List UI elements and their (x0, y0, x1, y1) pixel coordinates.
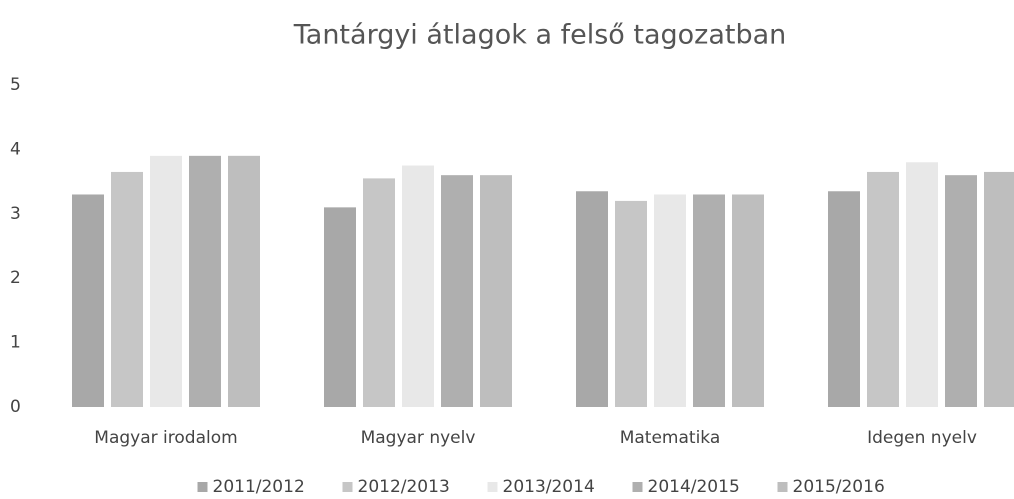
legend-swatch (487, 482, 498, 492)
bar (111, 171, 143, 407)
bar (576, 191, 608, 407)
y-tick-label: 0 (10, 397, 21, 417)
bar (363, 178, 395, 407)
bar (828, 191, 860, 407)
bar (228, 155, 260, 407)
y-tick-label: 3 (10, 204, 21, 224)
x-tick-label: Idegen nyelv (867, 428, 977, 448)
x-tick-label: Magyar nyelv (361, 428, 476, 448)
bar (732, 194, 764, 407)
y-tick-label: 1 (10, 333, 21, 353)
bar (150, 155, 182, 407)
legend-label: 2013/2014 (503, 477, 595, 497)
x-tick-label: Matematika (620, 428, 721, 448)
bar (693, 194, 725, 407)
legend-label: 2014/2015 (648, 477, 740, 497)
bar (72, 194, 104, 407)
legend-label: 2015/2016 (793, 477, 885, 497)
y-tick-label: 4 (10, 139, 21, 159)
y-tick-label: 2 (10, 268, 21, 288)
bar (906, 162, 938, 407)
legend-swatch (197, 482, 208, 492)
bar (402, 165, 434, 407)
bar (945, 175, 977, 407)
legend-label: 2011/2012 (213, 477, 305, 497)
chart-title: Tantárgyi átlagok a felső tagozatban (293, 20, 787, 51)
legend-swatch (342, 482, 353, 492)
bar (324, 207, 356, 407)
bar (189, 155, 221, 407)
legend-swatch (632, 482, 643, 492)
bar (984, 171, 1014, 407)
bar (615, 200, 647, 407)
bar (867, 171, 899, 407)
bar (441, 175, 473, 407)
bar (654, 194, 686, 407)
legend-label: 2012/2013 (358, 477, 450, 497)
bar (480, 175, 512, 407)
x-tick-label: Magyar irodalom (94, 428, 237, 448)
legend-swatch (777, 482, 788, 492)
y-tick-label: 5 (10, 75, 21, 95)
